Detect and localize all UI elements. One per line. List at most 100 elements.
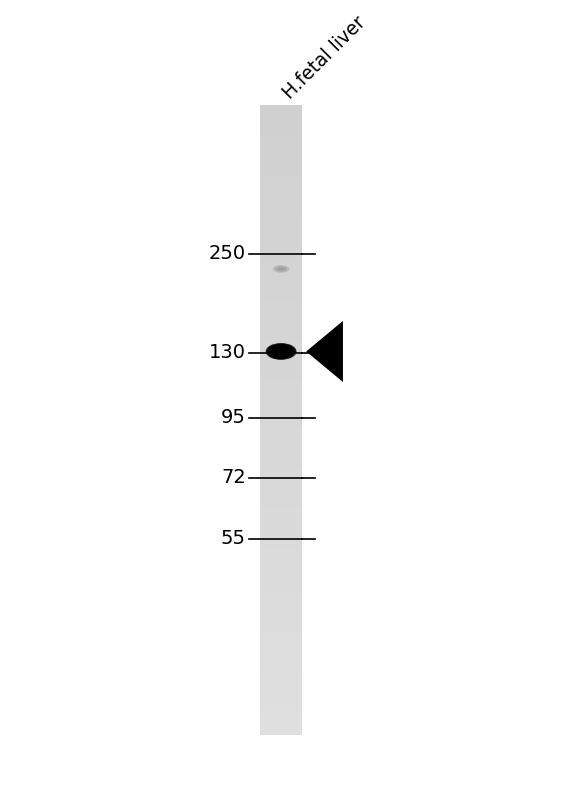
Bar xyxy=(260,105,302,113)
Ellipse shape xyxy=(273,347,289,355)
Bar xyxy=(260,254,302,262)
Ellipse shape xyxy=(275,266,287,271)
Bar xyxy=(260,396,302,404)
Bar xyxy=(260,538,302,546)
Bar xyxy=(260,601,302,609)
Bar xyxy=(260,578,302,586)
Bar xyxy=(260,238,302,246)
Ellipse shape xyxy=(275,348,287,355)
Ellipse shape xyxy=(279,350,283,353)
Bar xyxy=(260,633,302,641)
Bar xyxy=(260,467,302,475)
Ellipse shape xyxy=(280,350,282,352)
Bar xyxy=(260,562,302,570)
Bar xyxy=(260,641,302,648)
Bar xyxy=(260,310,302,318)
Ellipse shape xyxy=(270,346,292,358)
Ellipse shape xyxy=(271,346,291,357)
Bar xyxy=(260,207,302,215)
Bar xyxy=(260,420,302,428)
Bar xyxy=(260,522,302,530)
Bar xyxy=(260,113,302,120)
Bar xyxy=(260,546,302,554)
Bar xyxy=(260,451,302,459)
Text: 55: 55 xyxy=(221,529,246,548)
Bar xyxy=(260,144,302,152)
Bar xyxy=(260,223,302,230)
Bar xyxy=(260,428,302,436)
Bar xyxy=(260,365,302,373)
Bar xyxy=(260,168,302,175)
Ellipse shape xyxy=(278,267,284,270)
Ellipse shape xyxy=(277,349,285,354)
Ellipse shape xyxy=(272,265,289,273)
Bar xyxy=(260,656,302,664)
Bar xyxy=(260,498,302,506)
Bar xyxy=(260,215,302,223)
Ellipse shape xyxy=(277,350,285,354)
Bar xyxy=(260,490,302,498)
Bar xyxy=(260,341,302,349)
Bar xyxy=(260,246,302,254)
Bar xyxy=(260,475,302,483)
Bar xyxy=(260,278,302,286)
Bar xyxy=(260,128,302,136)
Bar xyxy=(260,294,302,302)
Bar xyxy=(260,326,302,333)
Bar xyxy=(260,262,302,270)
Bar xyxy=(260,120,302,128)
Bar xyxy=(260,530,302,538)
Bar xyxy=(260,270,302,278)
Bar xyxy=(260,570,302,578)
Ellipse shape xyxy=(267,344,295,359)
Bar xyxy=(260,586,302,594)
Bar xyxy=(260,554,302,562)
Bar xyxy=(260,381,302,388)
Text: 130: 130 xyxy=(209,343,246,362)
Bar xyxy=(260,680,302,688)
Bar xyxy=(260,672,302,680)
Text: 95: 95 xyxy=(221,409,246,427)
Bar xyxy=(260,183,302,191)
Bar xyxy=(260,594,302,601)
Bar xyxy=(260,617,302,625)
Bar xyxy=(260,199,302,207)
Bar xyxy=(260,696,302,703)
Ellipse shape xyxy=(266,343,296,359)
Bar xyxy=(260,349,302,357)
Bar xyxy=(260,152,302,160)
Bar xyxy=(260,412,302,420)
Ellipse shape xyxy=(278,350,284,353)
Polygon shape xyxy=(306,321,343,382)
Bar xyxy=(260,459,302,467)
Bar xyxy=(260,357,302,365)
Bar xyxy=(260,318,302,326)
Bar xyxy=(260,514,302,522)
Ellipse shape xyxy=(279,350,284,353)
Bar xyxy=(260,230,302,238)
Bar xyxy=(260,664,302,672)
Ellipse shape xyxy=(276,349,286,354)
Ellipse shape xyxy=(267,344,295,359)
Bar xyxy=(260,703,302,711)
Bar xyxy=(260,625,302,633)
Bar xyxy=(260,302,302,310)
Text: 250: 250 xyxy=(208,244,246,263)
Text: H.fetal liver: H.fetal liver xyxy=(280,13,370,103)
Ellipse shape xyxy=(272,346,290,356)
Bar xyxy=(260,727,302,735)
Bar xyxy=(260,160,302,168)
Bar xyxy=(260,191,302,199)
Ellipse shape xyxy=(274,348,288,355)
Bar xyxy=(260,373,302,381)
Bar xyxy=(260,648,302,656)
Bar xyxy=(260,404,302,412)
Ellipse shape xyxy=(268,344,294,358)
Bar xyxy=(260,711,302,719)
Bar xyxy=(260,719,302,727)
Ellipse shape xyxy=(266,343,297,360)
Bar xyxy=(260,175,302,183)
Bar xyxy=(260,483,302,490)
Ellipse shape xyxy=(270,345,293,358)
Bar xyxy=(260,688,302,696)
